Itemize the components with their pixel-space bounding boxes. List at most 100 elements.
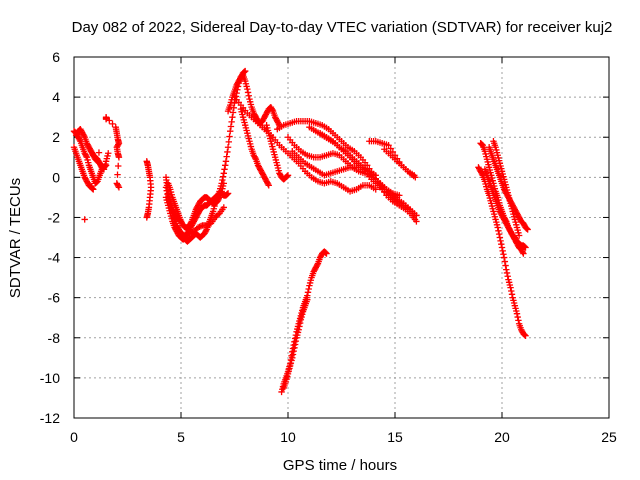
data-point bbox=[519, 249, 526, 256]
data-point bbox=[223, 153, 230, 160]
data-point bbox=[387, 145, 394, 152]
data-point bbox=[229, 113, 236, 121]
data-point bbox=[304, 296, 311, 303]
data-point bbox=[507, 284, 514, 291]
data-point bbox=[222, 162, 229, 169]
data-point bbox=[289, 354, 296, 362]
y-tick-label: -4 bbox=[48, 250, 61, 266]
data-point bbox=[222, 158, 230, 165]
data-point bbox=[524, 226, 531, 233]
y-tick-label: 4 bbox=[52, 89, 60, 105]
series-band-i bbox=[381, 146, 419, 181]
data-point bbox=[102, 162, 110, 169]
series-arc-20h-5 bbox=[490, 138, 523, 239]
data-point bbox=[498, 244, 506, 251]
data-point bbox=[522, 332, 529, 339]
data-point bbox=[503, 269, 511, 277]
data-point bbox=[229, 109, 237, 116]
data-point bbox=[92, 179, 100, 186]
data-point bbox=[264, 180, 272, 188]
data-point bbox=[389, 148, 397, 156]
data-point bbox=[515, 317, 522, 324]
data-point bbox=[182, 232, 189, 239]
chart-title: Day 082 of 2022, Sidereal Day-to-day VTE… bbox=[72, 19, 613, 36]
data-point bbox=[226, 133, 233, 140]
data-point bbox=[224, 190, 231, 198]
data-point bbox=[244, 85, 251, 93]
data-point bbox=[292, 337, 300, 345]
data-point bbox=[245, 92, 252, 99]
series-rise-10h bbox=[278, 248, 330, 396]
data-point bbox=[478, 140, 485, 148]
data-point bbox=[291, 344, 298, 352]
x-tick-label: 25 bbox=[601, 429, 617, 445]
data-point bbox=[284, 172, 292, 179]
data-point bbox=[105, 150, 112, 157]
x-tick-label: 15 bbox=[387, 429, 403, 445]
data-point bbox=[413, 212, 420, 219]
data-point bbox=[372, 186, 379, 193]
data-point bbox=[220, 170, 227, 177]
data-point bbox=[76, 136, 83, 144]
series-arc-early-1 bbox=[70, 128, 106, 187]
data-point bbox=[196, 223, 203, 231]
data-point bbox=[187, 229, 195, 237]
data-point bbox=[504, 273, 511, 280]
x-tick-label: 20 bbox=[494, 429, 510, 445]
data-point bbox=[82, 152, 90, 160]
data-point bbox=[295, 326, 302, 333]
data-point bbox=[508, 287, 515, 295]
data-point bbox=[503, 266, 510, 273]
data-point bbox=[219, 176, 226, 184]
series-rise-10h-b bbox=[280, 296, 311, 392]
data-point bbox=[202, 227, 210, 235]
data-point bbox=[227, 128, 234, 135]
data-point bbox=[521, 243, 529, 251]
series-arc-early-4 bbox=[87, 148, 110, 171]
data-point bbox=[305, 285, 312, 293]
x-tick-label: 10 bbox=[280, 429, 296, 445]
data-point bbox=[239, 72, 246, 79]
data-point bbox=[514, 313, 521, 321]
data-point bbox=[90, 186, 97, 193]
series-arc-20h-2 bbox=[477, 140, 529, 251]
x-tick-label: 5 bbox=[177, 429, 185, 445]
data-point bbox=[290, 347, 297, 355]
series-peak-8h bbox=[224, 71, 283, 129]
data-point bbox=[115, 162, 122, 170]
y-tick-label: -10 bbox=[40, 370, 60, 386]
data-point bbox=[242, 67, 249, 75]
data-point bbox=[501, 258, 509, 265]
data-point bbox=[241, 68, 248, 75]
data-point bbox=[497, 237, 504, 245]
data-point bbox=[102, 113, 110, 121]
y-tick-label: -2 bbox=[48, 209, 61, 225]
x-tick-labels: 0 5 10 15 20 25 bbox=[70, 429, 617, 445]
data-point bbox=[220, 204, 227, 211]
series-drop-8h bbox=[237, 105, 272, 189]
data-point bbox=[496, 234, 504, 241]
data-point bbox=[227, 123, 235, 130]
data-point bbox=[522, 244, 529, 251]
data-point bbox=[495, 227, 502, 235]
series-drop-9h bbox=[263, 121, 292, 183]
data-point bbox=[251, 154, 259, 162]
data-point bbox=[513, 310, 521, 317]
data-point bbox=[500, 254, 508, 261]
series-band-b bbox=[274, 117, 420, 225]
data-point bbox=[265, 182, 272, 189]
data-point bbox=[495, 230, 503, 238]
data-point bbox=[115, 184, 123, 191]
data-point bbox=[219, 173, 227, 180]
series-wave-5 bbox=[177, 204, 227, 239]
data-point bbox=[520, 242, 528, 250]
data-point bbox=[224, 148, 231, 156]
data-point bbox=[508, 291, 516, 298]
data-point bbox=[323, 250, 330, 257]
data-point bbox=[115, 182, 122, 190]
data-point bbox=[102, 162, 109, 170]
data-point bbox=[224, 190, 232, 197]
series-arc-early-3 bbox=[70, 144, 97, 193]
data-point bbox=[106, 117, 113, 124]
